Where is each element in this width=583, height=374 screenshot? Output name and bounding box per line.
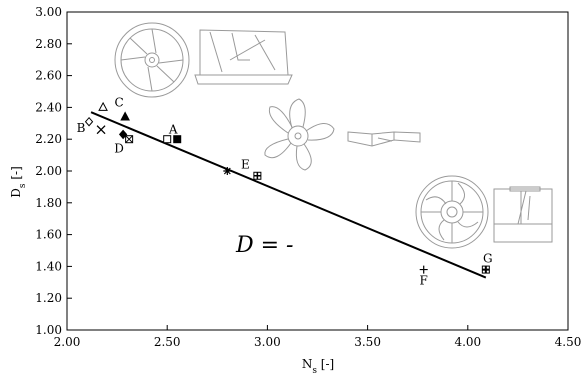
y-tick-label: 1.00 xyxy=(35,323,62,337)
axes: 2.00 2.50 3.00 3.50 4.00 4.50 1.00 1.20 1.40 1.60… xyxy=(35,5,581,349)
data-point xyxy=(223,167,232,175)
marker-cross xyxy=(482,266,490,274)
axial-fan-front-view-illustration xyxy=(415,175,489,249)
marker-star xyxy=(223,167,232,175)
fit-line-group xyxy=(90,111,487,279)
y-tick-label: 2.60 xyxy=(35,69,62,83)
x-tick-label: 4.50 xyxy=(555,335,582,349)
x-tick-label: 2.00 xyxy=(54,335,81,349)
data-point xyxy=(173,135,182,144)
axial-fan-side-view-illustration xyxy=(493,186,553,243)
point-label: F xyxy=(420,274,428,288)
x-tick-label: 3.50 xyxy=(354,335,381,349)
marker-cross xyxy=(253,172,261,180)
fan-side-view-illustration xyxy=(194,29,293,85)
fit-line xyxy=(90,111,487,279)
y-tick-label: 2.00 xyxy=(35,164,62,178)
data-point xyxy=(481,265,490,274)
data-point xyxy=(96,125,106,135)
data-markers xyxy=(84,101,490,274)
data-point xyxy=(163,135,172,144)
data-point xyxy=(118,129,128,140)
propeller-front-view-illustration xyxy=(264,98,335,171)
marker-plus xyxy=(419,265,428,274)
y-tick-label: 3.00 xyxy=(35,5,62,19)
marker-square xyxy=(173,135,182,144)
marker-square xyxy=(163,135,172,144)
marker-triangle xyxy=(98,101,108,111)
y-tick-label: 1.60 xyxy=(35,228,62,242)
point-label: D xyxy=(114,142,124,156)
marker-cross xyxy=(125,135,133,144)
marker-diamond xyxy=(84,116,94,127)
propeller-side-view-illustration xyxy=(347,131,421,147)
data-point xyxy=(120,111,130,121)
fan-front-view-illustration xyxy=(114,22,190,98)
x-tick-label: 3.00 xyxy=(254,335,281,349)
marker-x xyxy=(96,125,106,135)
y-tick-label: 1.40 xyxy=(35,259,62,273)
point-label: C xyxy=(115,96,124,110)
x-tick-label: 2.50 xyxy=(154,335,181,349)
y-tick-label: 1.80 xyxy=(35,196,62,210)
formula-annotation: D = - xyxy=(235,233,294,258)
data-point xyxy=(98,101,108,111)
data-point xyxy=(125,135,134,144)
point-label: B xyxy=(77,121,86,135)
marker-triangle xyxy=(120,111,130,121)
point-label: A xyxy=(168,123,178,137)
data-point xyxy=(419,265,428,274)
marker-diamond xyxy=(118,129,128,140)
data-point xyxy=(84,116,94,127)
data-point xyxy=(253,171,262,180)
y-axis-label: Ds [-] xyxy=(9,166,28,198)
y-tick-label: 2.40 xyxy=(35,100,62,114)
x-axis-label: Ns [-] xyxy=(302,357,334,374)
point-label: G xyxy=(483,251,493,265)
point-labels: A B C D E F G xyxy=(77,96,493,288)
y-tick-label: 1.20 xyxy=(35,291,62,305)
point-label: E xyxy=(241,158,250,172)
y-tick-label: 2.20 xyxy=(35,132,62,146)
y-tick-label: 2.80 xyxy=(35,37,62,51)
x-tick-label: 4.00 xyxy=(454,335,481,349)
